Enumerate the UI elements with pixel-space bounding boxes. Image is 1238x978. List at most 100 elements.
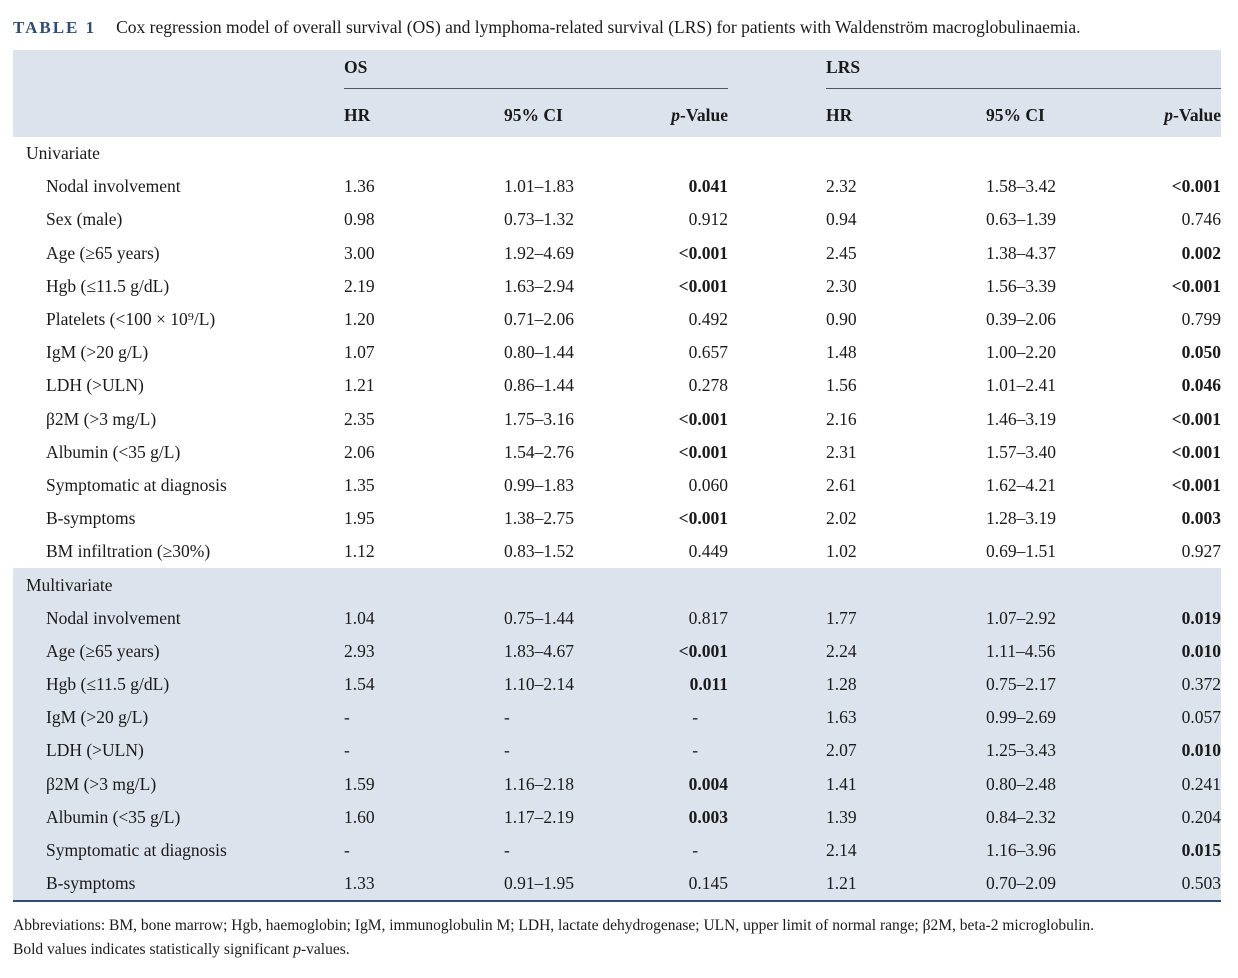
section-filler [986,568,1147,602]
table-footnote: Abbreviations: BM, bone marrow; Hgb, hae… [13,914,1228,962]
cell-os-hr: 1.07 [344,342,375,363]
cell-os-hr: 1.33 [344,867,504,903]
row-label: Symptomatic at diagnosis [46,474,227,495]
cell-os-p: 0.492 [688,309,729,330]
footnote-abbreviations: Abbreviations: BM, bone marrow; Hgb, hae… [13,917,1095,934]
cell-lrs-p: 0.015 [1146,833,1222,868]
cell-lrs-hr: 2.61 [826,474,857,495]
significant-pvalue: <0.001 [678,408,729,429]
row-label: Hgb (≤11.5 g/dL) [13,668,344,702]
cell-lrs-hr: 1.02 [826,541,857,562]
column-gap [728,767,827,801]
header-lrs-pvalue: p-Value [1146,94,1221,137]
cell-os-ci: 1.01–1.83 [504,176,574,197]
row-label: Age (≥65 years) [13,634,344,668]
row-label: β2M (>3 mg/L) [13,767,344,801]
significant-pvalue: 0.004 [688,773,729,794]
significant-pvalue: <0.001 [678,640,729,661]
cell-os-ci: 1.75–3.16 [504,408,574,429]
column-gap [728,203,826,236]
cell-os-ci: 0.86–1.44 [504,375,574,396]
row-label: Hgb (≤11.5 g/dL) [46,275,170,296]
row-label: β2M (>3 mg/L) [46,408,157,429]
cell-os-hr: 1.21 [344,375,375,396]
row-label: B-symptoms [13,867,344,903]
cell-os-p: 0.657 [688,342,729,363]
cell-lrs-ci: 0.84–2.32 [986,800,1147,834]
column-gap [728,170,826,203]
cell-os-ci: 1.17–2.19 [504,800,664,834]
header-os-ci: 95% CI [504,105,563,125]
header-lrs-ci: 95% CI [986,105,1045,125]
row-label: Albumin (<35 g/L) [13,800,344,834]
cell-os-ci: 1.38–2.75 [504,508,574,529]
section-filler [344,137,504,170]
cell-lrs-p: <0.001 [1146,436,1221,469]
header-os-rule [344,88,729,89]
significant-pvalue: <0.001 [678,441,729,462]
cell-os-p: <0.001 [664,270,728,303]
column-gap [728,303,826,336]
cell-os-hr: 1.04 [344,601,504,635]
cell-os-hr: 1.12 [344,541,375,562]
cell-lrs-hr: 0.90 [826,309,857,330]
table-row: Platelets (<100 × 10⁹/L) 1.20 0.71–2.06 0.4… [13,303,1221,336]
significant-pvalue: 0.050 [1181,342,1222,363]
row-label: Nodal involvement [46,176,181,197]
significant-pvalue: <0.001 [1171,275,1222,296]
cell-os-ci: 0.71–2.06 [504,309,574,330]
significant-pvalue: <0.001 [1171,441,1222,462]
cell-os-ci: 0.80–1.44 [504,342,574,363]
cell-lrs-hr: 2.16 [826,408,857,429]
section-filler [826,137,986,170]
row-label: Albumin (<35 g/L) [46,441,181,462]
row-label: Sex (male) [46,209,123,230]
section-filler [1146,568,1222,602]
cell-os-hr: 1.60 [344,800,504,834]
section-filler [344,568,504,602]
table-row: Age (≥65 years) 2.93 1.83–4.67 <0.001 2.24 1.… [13,634,1222,668]
cell-lrs-p: 0.002 [1146,237,1221,270]
cell-lrs-ci: 0.80–2.48 [986,767,1147,801]
row-label: Age (≥65 years) [46,242,160,263]
cell-lrs-hr: 2.45 [826,242,857,263]
row-label: Nodal involvement [13,601,344,635]
cell-lrs-ci: 1.57–3.40 [986,441,1057,462]
cell-lrs-p: 0.241 [1146,767,1222,801]
significant-pvalue: <0.001 [678,275,729,296]
cell-lrs-ci: 0.75–2.17 [986,668,1147,702]
cell-os-ci: - [504,833,664,868]
cell-os-p: 0.041 [664,170,728,203]
cell-os-ci: 0.73–1.32 [504,209,574,230]
cell-lrs-hr: 1.41 [826,767,987,801]
cell-lrs-p: 0.746 [1181,209,1222,230]
cell-lrs-hr: 1.48 [826,342,857,363]
column-gap [728,634,827,668]
cox-regression-table: OS LRS HR 95% CI p-Value HR 95% CI p-Val… [13,50,1222,903]
cell-lrs-hr: 1.21 [826,867,987,903]
cell-lrs-hr: 2.14 [826,833,987,868]
column-gap [728,701,827,735]
significant-pvalue: 0.010 [1181,740,1222,761]
cell-lrs-ci: 1.25–3.43 [986,734,1147,768]
footnote-bold-prefix: Bold values indicates statistically sign… [13,941,294,958]
column-gap [728,237,826,270]
cell-os-hr: 2.35 [344,408,375,429]
table-row: B-symptoms 1.95 1.38–2.75 <0.001 2.02 1.28–3.… [13,502,1221,535]
cell-os-hr: 1.59 [344,767,504,801]
table-row: LDH (>ULN) 1.21 0.86–1.44 0.278 1.56 1.01–2.4… [13,369,1221,402]
table-row: Nodal involvement 1.04 0.75–1.44 0.817 1.77 1… [13,601,1222,635]
cell-os-hr: 2.93 [344,634,504,668]
row-label: LDH (>ULN) [46,375,144,396]
cell-lrs-hr: 0.94 [826,209,857,230]
cell-lrs-ci: 1.28–3.19 [986,508,1057,529]
table-header: OS LRS HR 95% CI p-Value HR 95% CI p-Val… [13,50,1222,137]
significant-pvalue: 0.015 [1181,840,1222,861]
cell-os-ci: 1.10–2.14 [504,668,664,702]
section-row: Univariate [13,137,1221,170]
table-row: Sex (male) 0.98 0.73–1.32 0.912 0.94 0.63–1.3… [13,203,1221,236]
cell-lrs-p: 0.372 [1146,668,1222,702]
cell-lrs-p: 0.204 [1146,800,1222,834]
footnote-bold-italic: p [293,941,301,958]
cell-os-ci: 0.99–1.83 [504,474,574,495]
